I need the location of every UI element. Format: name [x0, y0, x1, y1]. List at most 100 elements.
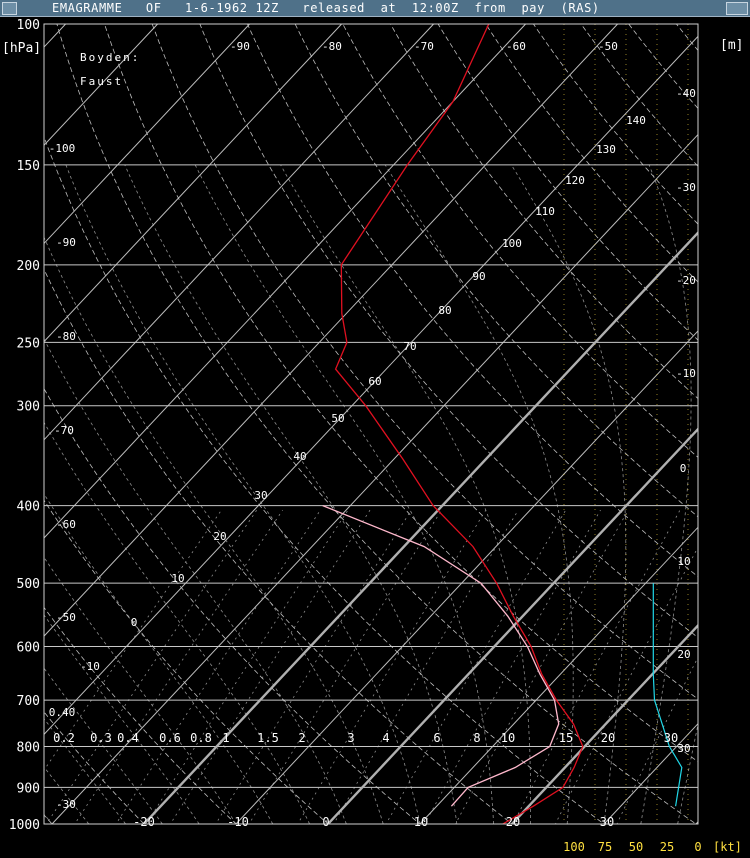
isotherm-line	[44, 24, 342, 343]
mixing-ratio-label: 1.5	[257, 731, 279, 745]
mixing-ratio-line	[512, 509, 681, 824]
mixing-ratio-label: 0.4	[117, 731, 139, 745]
dry-adiabat-line	[485, 24, 698, 283]
dry-adiabat-label: 10	[171, 572, 184, 585]
isotherm-line	[44, 24, 618, 637]
isotherm-line	[44, 35, 698, 736]
isotherm-label: -50	[598, 40, 618, 53]
window-maximize-button[interactable]	[726, 2, 748, 15]
moist-adiabat-line	[677, 722, 698, 824]
mixing-ratio-label: 20	[601, 731, 615, 745]
mixing-ratio-label: 0.8	[190, 731, 212, 745]
moist-adiabat-line	[44, 766, 90, 824]
mixing-ratio-label-low: 0.40	[49, 706, 76, 719]
dry-adiabat-label-left: -60	[56, 518, 76, 531]
moist-adiabat-line	[640, 164, 692, 824]
dry-adiabat-label: 50	[331, 412, 344, 425]
wind-scale-label: 0	[694, 840, 701, 854]
isotherm-label: -100	[49, 142, 76, 155]
dry-adiabat-label: 100	[502, 237, 522, 250]
dry-adiabat-line	[44, 606, 237, 824]
wind-scale-label: 75	[598, 840, 612, 854]
isotherm-line	[44, 24, 526, 539]
mixing-ratio-label: 3	[347, 731, 354, 745]
moist-adiabat-line	[44, 421, 310, 824]
wind-reference-lines	[563, 24, 689, 824]
dry-adiabat-line	[151, 24, 698, 700]
dry-adiabat-line	[714, 11, 750, 841]
dry-adiabat-line	[580, 24, 698, 167]
moist-adiabat-line	[65, 164, 421, 824]
pressure-tick-label: 1000	[9, 818, 40, 833]
height-label: 10	[677, 555, 690, 568]
isotherm-line	[143, 232, 698, 824]
pressure-tick-label: 500	[17, 577, 40, 592]
pressure-tick-label: 150	[17, 159, 40, 174]
moist-adiabat-line	[44, 667, 163, 824]
station-name-line2: Faust	[80, 75, 123, 88]
isotherm-line	[419, 526, 698, 824]
temperature-profile-line	[334, 24, 584, 824]
dry-adiabat-line	[104, 24, 698, 763]
mixing-ratio-label: 0.2	[53, 731, 75, 745]
height-label: -10	[676, 367, 696, 380]
dry-adiabat-label: -10	[80, 660, 100, 673]
window-menu-button[interactable]	[2, 2, 17, 15]
dry-adiabat-line	[390, 24, 698, 400]
dry-adiabat-label: 0	[131, 616, 138, 629]
reference-isotherm-line	[510, 623, 698, 824]
height-label: 30	[677, 742, 690, 755]
isotherm-line	[51, 133, 698, 824]
mixing-ratio-line	[145, 509, 349, 824]
wind-speed-profile	[652, 583, 683, 807]
moist-adiabat-line	[44, 493, 274, 824]
mixing-ratio-label: 4	[382, 731, 389, 745]
mixing-ratio-label: 2	[298, 731, 305, 745]
dry-adiabat-label: 70	[403, 340, 416, 353]
mixing-ratio-line	[248, 509, 442, 824]
wind-scale-label: 50	[629, 840, 643, 854]
moist-adiabat-line	[280, 164, 531, 824]
height-label: 20	[677, 648, 690, 661]
title-bar: EMAGRAMME OF 1-6-1962 12Z released at 12…	[0, 0, 750, 17]
bottom-temperature-label: 30	[600, 815, 614, 829]
pressure-tick-label: 100	[17, 18, 40, 33]
mixing-ratio-line	[45, 509, 258, 824]
mixing-ratio-line	[454, 509, 629, 824]
wind-unit-label: [kt]	[713, 840, 742, 854]
dry-adiabat-line	[199, 24, 698, 639]
dry-adiabat-label-left: -70	[54, 424, 74, 437]
pressure-tick-label: 250	[17, 336, 40, 351]
isotherm-label: -70	[414, 40, 434, 53]
dry-adiabat-line	[44, 268, 513, 824]
dry-adiabat-line	[342, 24, 698, 458]
dry-adiabat-line	[437, 24, 698, 341]
moist-adiabat-line	[44, 338, 347, 824]
dry-adiabat-line	[675, 24, 698, 52]
pressure-tick-label: 700	[17, 694, 40, 709]
dry-adiabat-line	[44, 499, 329, 824]
mixing-ratio-line	[424, 509, 601, 824]
pressure-tick-label: 800	[17, 740, 40, 755]
height-unit-label: [m]	[720, 38, 743, 53]
mixing-ratio-label: 15	[559, 731, 573, 745]
dry-adiabat-label-left: -80	[56, 330, 76, 343]
dry-adiabats	[44, 11, 750, 841]
pressure-tick-label: 300	[17, 400, 40, 415]
mixing-ratio-label: 0.3	[90, 731, 112, 745]
isotherm-line	[235, 330, 698, 824]
wind-scale-label: 100	[563, 840, 585, 854]
wind-scale-label: 25	[660, 840, 674, 854]
dry-adiabat-line	[44, 135, 605, 824]
moist-adiabat-line	[124, 164, 458, 824]
moist-adiabat-line	[194, 164, 494, 824]
chart-labels: 1001502002503004005006007008009001000100…	[9, 18, 702, 854]
mixing-ratio-line	[333, 509, 519, 824]
dry-adiabat-label: 60	[368, 375, 381, 388]
reference-isotherm-line	[326, 427, 698, 824]
moist-adiabat-line	[511, 164, 627, 824]
moist-adiabat-line	[384, 164, 574, 824]
mixing-ratio-line	[215, 509, 412, 824]
height-label: 0	[680, 462, 687, 475]
